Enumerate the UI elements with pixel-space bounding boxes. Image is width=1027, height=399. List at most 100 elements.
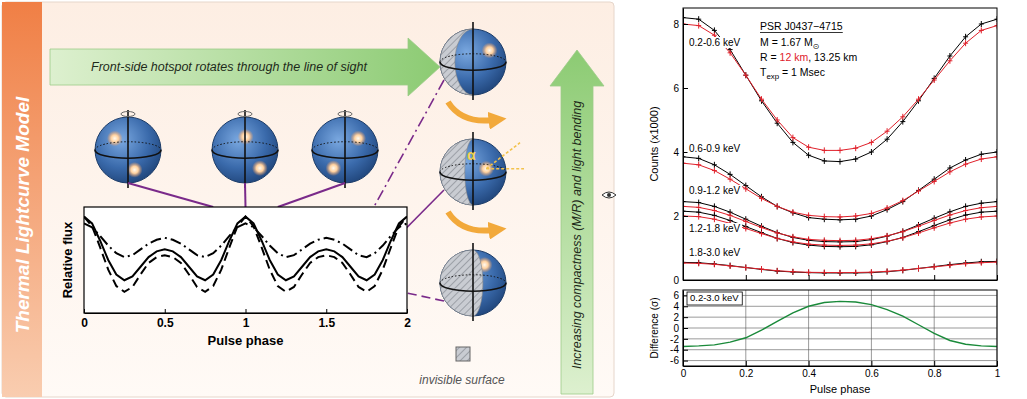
tick-mark (683, 339, 688, 340)
data-point (947, 262, 952, 268)
data-point (790, 234, 795, 240)
grid-line (934, 290, 935, 366)
data-point (900, 229, 905, 235)
data-point (885, 233, 890, 239)
annotation-part: 12 km (780, 51, 809, 63)
data-point (963, 40, 968, 46)
rotation-sign (338, 112, 352, 117)
tick: 0.8 (928, 361, 942, 379)
data-point (775, 230, 780, 236)
grid-line (683, 328, 997, 329)
data-point (822, 147, 827, 153)
tick-label: 0 (81, 316, 88, 330)
data-line (84, 217, 407, 292)
axis-line (684, 366, 998, 367)
data-point (932, 264, 937, 270)
flow-arrow (448, 212, 494, 231)
data-line (683, 216, 997, 245)
data-point (979, 214, 984, 220)
data-point (869, 242, 874, 248)
rotation-axis (127, 110, 129, 188)
data-point (696, 155, 701, 161)
axis: 02468 (673, 9, 688, 286)
tick-mark (934, 361, 935, 366)
plot-frame (683, 290, 997, 366)
connector (278, 183, 345, 207)
plot-background (84, 207, 407, 313)
axis: 00.511.52 (81, 309, 411, 330)
data-point (712, 261, 717, 267)
data-point (759, 96, 764, 102)
invisible-region (440, 29, 473, 95)
data-point (963, 161, 968, 167)
tick-mark (165, 309, 166, 313)
data-point (696, 214, 701, 220)
annotation-part: exp (766, 72, 779, 81)
data-point (775, 268, 780, 274)
data-point (696, 23, 701, 29)
data-point (853, 145, 858, 151)
rotation-axis (344, 110, 346, 188)
tick-label: -2 (670, 334, 679, 345)
annotation-part: R = (760, 51, 780, 63)
arrow-shape (550, 50, 604, 394)
data-point (806, 212, 811, 218)
tick (683, 275, 684, 280)
flow-arrow (448, 102, 494, 121)
hotspot (326, 160, 342, 176)
tick: 2 (404, 309, 411, 330)
grid-line (745, 290, 746, 366)
data-point (775, 235, 780, 241)
data-line (683, 18, 997, 162)
grid-line (683, 317, 997, 318)
rotation-axis (472, 132, 474, 210)
tick-label: 4 (673, 301, 679, 312)
grid-line (683, 306, 997, 307)
legend-label: invisible surface (419, 373, 505, 387)
tick-label: 8 (673, 19, 679, 30)
data-point (790, 135, 795, 141)
rotation-axis (472, 243, 474, 321)
tick (934, 275, 935, 280)
tick-mark (683, 328, 688, 329)
data-point (900, 267, 905, 273)
data-line (683, 206, 997, 240)
data-line (84, 217, 407, 281)
tick: -2 (670, 334, 688, 345)
hotspot (107, 131, 123, 147)
data-point (775, 203, 780, 209)
data-point (806, 242, 811, 248)
tick-label: 4 (673, 147, 679, 158)
tick: 0 (81, 309, 88, 330)
data-point (759, 231, 764, 237)
data-line (683, 211, 997, 247)
tick-label: 2 (673, 211, 679, 222)
panel-background (2, 2, 614, 397)
data-point (853, 242, 858, 248)
axis-title: Counts (x1000) (648, 106, 660, 181)
data-line (683, 152, 997, 220)
data-point (900, 114, 905, 120)
data-point (900, 228, 905, 234)
difference-chart: -6-4-2024600.20.40.60.81Pulse phaseDiffe… (649, 290, 1001, 395)
tick: 0.4 (802, 361, 816, 379)
data-point (932, 225, 937, 231)
tick-mark (746, 361, 747, 366)
label-bg (688, 185, 742, 196)
band-label: 1.2-1.8 keV (689, 223, 740, 234)
rotation-sign (121, 112, 135, 117)
label-bg (688, 247, 742, 258)
tick-label: 0.4 (802, 368, 816, 379)
angle-line (486, 143, 520, 169)
data-point (806, 270, 811, 276)
data-point (806, 144, 811, 150)
axis (684, 275, 998, 281)
tick: 4 (673, 301, 688, 312)
axis-title: Pulse phase (810, 383, 871, 395)
tick-label: 2 (673, 312, 679, 323)
tick: 1 (995, 361, 1001, 379)
data-point (932, 77, 937, 83)
tick-mark (683, 350, 688, 351)
data-point (885, 239, 890, 245)
data-point (947, 58, 952, 64)
